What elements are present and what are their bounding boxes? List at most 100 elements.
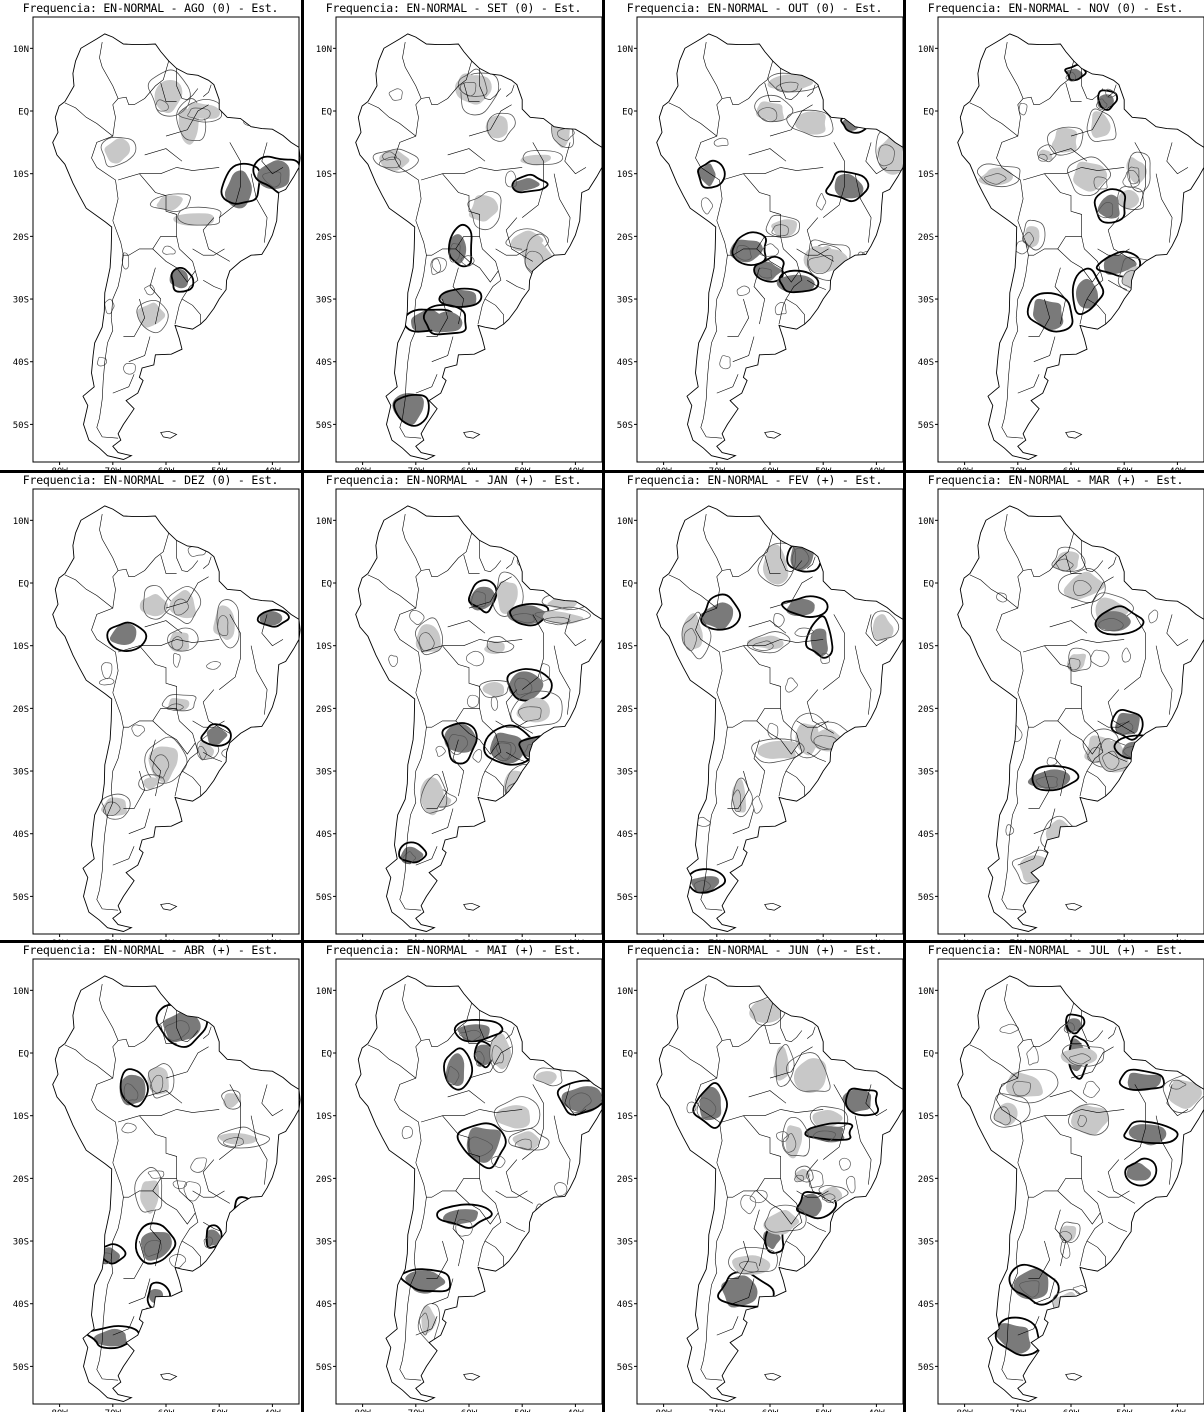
bold-contour: [700, 593, 742, 631]
lat-tick-label: 30S: [316, 1238, 332, 1248]
map-panel: 10N EQ 10S 20S 30S 40S 50S 80W 70W 60W 50W 40W Frequ…: [0, 0, 301, 470]
lon-tick-label: 50W: [211, 467, 228, 470]
border-line: [807, 751, 827, 762]
border-line: [261, 1084, 284, 1117]
lon-tick-label: 40W: [264, 467, 281, 470]
border-line: [1155, 1115, 1173, 1185]
panel-separator: [602, 940, 605, 1412]
lon-tick-label: 60W: [158, 467, 175, 470]
lat-tick-label: 40S: [918, 830, 934, 840]
thin-contour: [147, 1170, 165, 1179]
thin-contour: [731, 777, 753, 818]
thin-contour: [249, 82, 267, 97]
falkland-islands: [1065, 1372, 1083, 1381]
border-line: [1108, 751, 1128, 762]
border-line: [748, 620, 787, 634]
border-line: [415, 220, 480, 256]
lon-tick-label: 40W: [567, 1409, 584, 1412]
border-line: [176, 540, 199, 573]
map-panel: 10N EQ 10S 20S 30S 40S 50S 80W 70W 60W 50W 40W Frequ…: [604, 942, 905, 1412]
thin-contour: [986, 268, 999, 288]
light-shaded-region: [1168, 1079, 1202, 1109]
thin-contour: [785, 677, 798, 693]
border-line: [479, 68, 502, 101]
map-canvas: 10N EQ 10S 20S 30S 40S 50S 80W 70W 60W 50W 40W: [918, 958, 1204, 1412]
thin-contour: [561, 1200, 572, 1220]
bold-contour: [398, 841, 428, 864]
thin-contour: [221, 748, 240, 760]
thin-contour: [816, 193, 827, 211]
lat-tick-label: 10N: [13, 517, 29, 527]
border-line: [96, 727, 124, 911]
border-line: [123, 298, 146, 337]
thin-contour: [1062, 1043, 1105, 1067]
thin-contour: [776, 1131, 789, 1143]
thin-contour: [144, 1307, 153, 1320]
border-line: [1155, 173, 1173, 243]
dark-shaded-region: [162, 1011, 201, 1043]
light-shaded-region: [213, 605, 235, 641]
thin-contour: [860, 566, 872, 576]
dark-shaded-region: [1076, 278, 1099, 309]
border-line: [468, 576, 512, 609]
dark-shaded-region: [1097, 194, 1120, 219]
lat-tick-label: 10N: [316, 45, 332, 55]
dark-shaded-region: [1103, 254, 1137, 275]
border-line: [261, 142, 284, 175]
thin-contour: [757, 107, 778, 123]
border-line: [695, 532, 773, 693]
border-line: [219, 614, 241, 690]
light-shaded-region: [173, 213, 215, 226]
thin-contour: [388, 88, 403, 101]
country-borders: [367, 42, 587, 439]
thin-contour: [474, 1051, 485, 1067]
border-line: [202, 217, 230, 262]
thin-contour: [1121, 647, 1132, 663]
thin-contour: [1051, 546, 1086, 572]
border-line: [442, 639, 523, 646]
light-shaded-region: [785, 1125, 803, 1159]
thin-contour: [782, 1133, 797, 1153]
thin-contour: [100, 136, 137, 168]
bold-contour: [422, 303, 467, 336]
dark-shaded-region: [993, 1323, 1031, 1354]
thin-contour: [860, 251, 878, 267]
thin-contour: [713, 137, 729, 147]
thin-contour: [457, 68, 488, 97]
anomaly-layer: [996, 546, 1164, 885]
border-line: [756, 248, 803, 325]
border-line: [250, 1115, 268, 1185]
border-line: [506, 1221, 526, 1232]
border-line: [1049, 1090, 1088, 1104]
thin-contour: [996, 592, 1008, 603]
falkland-islands: [160, 1372, 178, 1381]
border-line: [1017, 1162, 1082, 1198]
lat-tick-label: 30S: [13, 1238, 29, 1248]
thin-contour: [1068, 647, 1092, 672]
border-line: [1081, 1010, 1104, 1043]
thin-contour: [517, 706, 542, 722]
dark-shaded-region: [699, 1086, 722, 1121]
thin-contour: [149, 193, 191, 213]
lon-tick-label: 40W: [1169, 1409, 1186, 1412]
thin-contour: [838, 1157, 851, 1171]
thin-contour: [467, 1136, 494, 1158]
border-line: [176, 68, 199, 101]
border-line: [64, 1044, 113, 1079]
border-line: [522, 142, 544, 218]
coastline: [656, 975, 905, 1402]
border-line: [112, 1316, 135, 1336]
country-borders: [969, 514, 1189, 911]
thin-contour: [1090, 649, 1110, 667]
lon-tick-label: 80W: [354, 1409, 371, 1412]
border-line: [753, 1209, 766, 1267]
lat-tick-label: 20S: [316, 1175, 332, 1185]
bold-contour: [1026, 292, 1074, 333]
border-line: [203, 84, 212, 97]
border-line: [1054, 267, 1067, 325]
thin-contour: [877, 144, 895, 167]
thin-contour: [732, 789, 742, 812]
light-shaded-region: [182, 102, 221, 119]
thin-contour: [479, 680, 510, 698]
lat-tick-label: 10S: [13, 170, 29, 180]
